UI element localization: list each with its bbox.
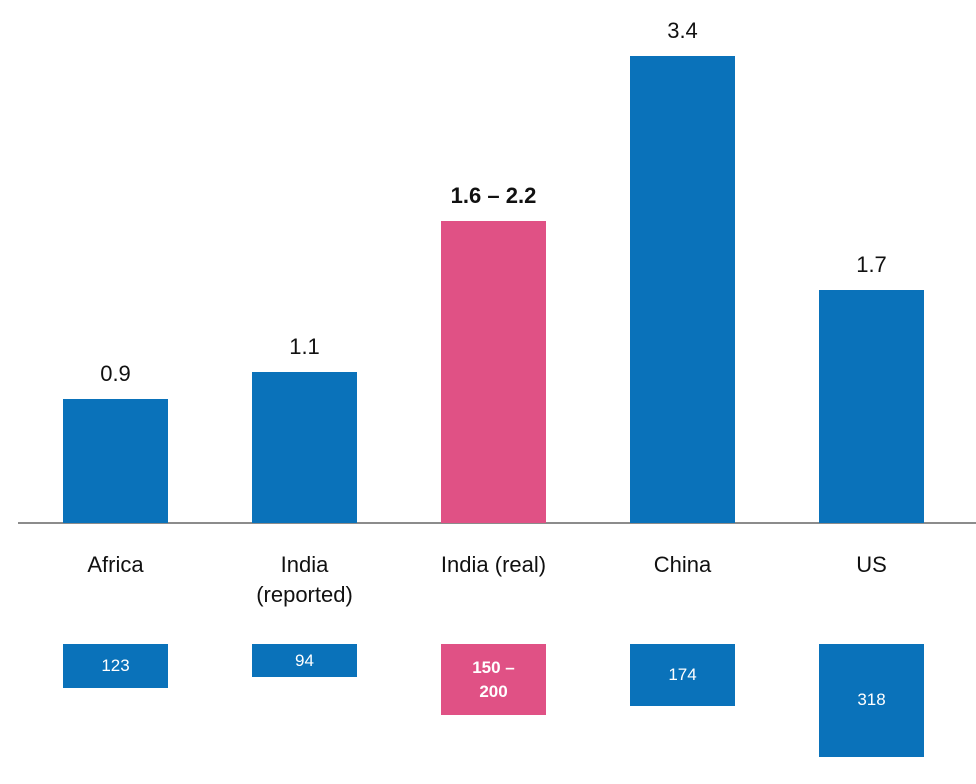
value-label: 0.9 (100, 361, 131, 387)
bar (252, 371, 357, 523)
axis-line (18, 522, 976, 524)
category-label: Africa (87, 552, 144, 577)
box: 150 – 200 (441, 644, 546, 715)
box: 123 (63, 644, 168, 688)
bar (441, 220, 546, 523)
box-label: 174 (668, 664, 697, 684)
value-label: 1.7 (856, 251, 887, 277)
category-label: US (856, 552, 887, 577)
box-label: 318 (857, 690, 886, 710)
value-label: 1.1 (289, 333, 320, 359)
category-label: India (real) (440, 552, 547, 577)
value-label: 3.4 (667, 18, 698, 43)
box-label: 123 (101, 655, 130, 675)
box: 94 (252, 644, 357, 678)
box: 318 (819, 644, 924, 757)
box-label: 150 – 200 (472, 657, 515, 701)
box: 174 (630, 644, 735, 706)
category-label: India (reported) (256, 552, 353, 607)
bar (630, 56, 735, 523)
bar (63, 399, 168, 523)
value-label: 1.6 – 2.2 (450, 182, 537, 208)
category-label: China (653, 552, 712, 577)
box-label: 94 (295, 650, 314, 670)
bar (819, 289, 924, 523)
